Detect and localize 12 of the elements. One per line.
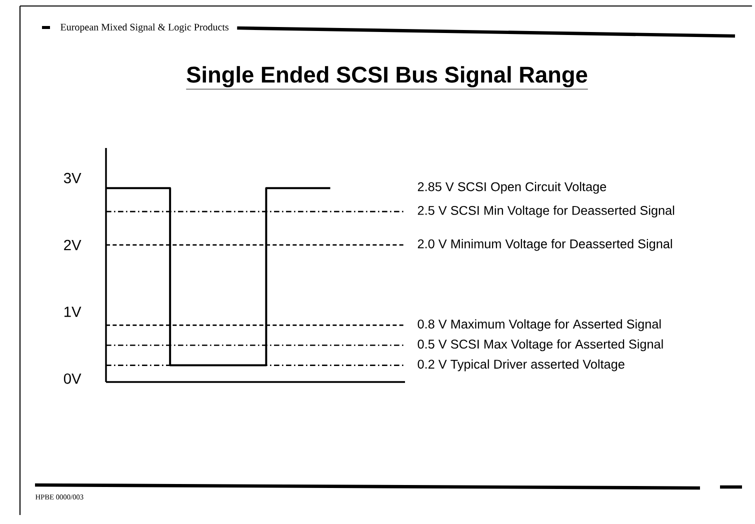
y-tick-label: 1V bbox=[64, 306, 82, 317]
ref-line-label: 0.8 V Maximum Voltage for Asserted Signal bbox=[418, 319, 661, 332]
ref-line-label: 0.5 V SCSI Max Voltage for Asserted Signal bbox=[418, 339, 663, 352]
y-tick-label: 2V bbox=[64, 240, 82, 250]
ref-line-label: 0.2 V Typical Driver asserted Voltage bbox=[418, 359, 624, 372]
y-tick-label: 0V bbox=[64, 373, 82, 384]
ref-line-label: 2.0 V Minimum Voltage for Deasserted Signal bbox=[418, 239, 672, 251]
text: 2.85 V SCSI Open Circuit Voltage bbox=[418, 182, 606, 194]
y-tick-label: 3V bbox=[64, 172, 82, 184]
text: European Mixed Signal & Logic Products bbox=[60, 23, 228, 33]
chart-title: Single Ended SCSI Bus Signal Range bbox=[186, 66, 588, 88]
ref-line-label: 2.5 V SCSI Min Voltage for Deasserted Signal bbox=[418, 206, 674, 218]
